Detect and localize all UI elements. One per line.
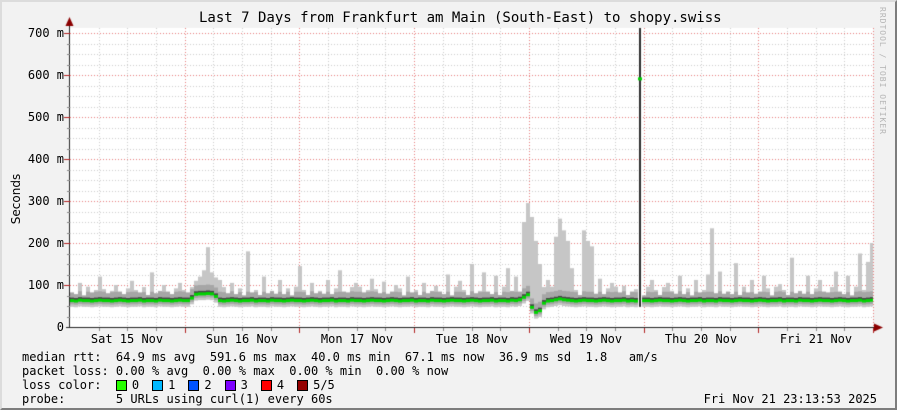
loss-color-legend: loss color: 0 1 2 3 4 5/5 (22, 378, 348, 392)
legend-item-label: 2 (204, 378, 212, 392)
legend-item: 5/5 (297, 378, 335, 392)
y-tick-label: 700 m (27, 26, 64, 40)
x-day-label: Wed 19 Nov (549, 332, 623, 346)
x-day-label: Sat 15 Nov (90, 332, 164, 346)
loss-color-swatch (224, 379, 236, 391)
packet-loss-stats: packet loss: 0.00 % avg 0.00 % max 0.00 … (22, 364, 449, 378)
probe-info: probe: 5 URLs using curl(1) every 60s (22, 392, 333, 406)
loss-color-swatch (188, 379, 200, 391)
loss-color-swatch (152, 379, 164, 391)
loss-color-label: loss color: (22, 378, 116, 392)
y-tick-label: 500 m (27, 110, 64, 124)
chart-title: Last 7 Days from Frankfurt am Main (Sout… (199, 10, 722, 26)
legend-item: 3 (224, 378, 248, 392)
rrdtool-watermark: RRDTOOL / TOBI OETIKER (878, 7, 887, 135)
legend-item-label: 1 (168, 378, 176, 392)
x-day-label: Tue 18 Nov (435, 332, 509, 346)
loss-color-swatch (260, 379, 272, 391)
legend-item-label: 4 (276, 378, 285, 392)
x-day-label: Thu 20 Nov (664, 332, 738, 346)
x-day-label: Mon 17 Nov (320, 332, 394, 346)
y-tick-label: 200 m (27, 236, 64, 250)
x-day-label: Fri 21 Nov (779, 332, 853, 346)
legend-item: 2 (188, 378, 212, 392)
loss-color-swatch (297, 379, 309, 391)
x-day-label: Sun 16 Nov (205, 332, 279, 346)
legend-item: 1 (152, 378, 175, 392)
legend-item-label: 5/5 (313, 378, 335, 392)
legend-item: 0 (115, 378, 140, 392)
loss-color-swatch (115, 379, 127, 391)
y-tick-label: 600 m (27, 68, 64, 82)
legend-item: 4 (260, 378, 285, 392)
y-tick-label: 100 m (27, 278, 64, 292)
median-rtt-stats: median rtt: 64.9 ms avg 591.6 ms max 40.… (22, 350, 658, 364)
legend-item-label: 0 (131, 378, 140, 392)
y-tick-label: 0 (56, 320, 64, 334)
legend-item-label: 3 (240, 378, 248, 392)
generated-timestamp: Fri Nov 21 23:13:53 2025 (703, 392, 877, 406)
y-tick-label: 300 m (27, 194, 64, 208)
y-tick-label: 400 m (27, 152, 64, 166)
